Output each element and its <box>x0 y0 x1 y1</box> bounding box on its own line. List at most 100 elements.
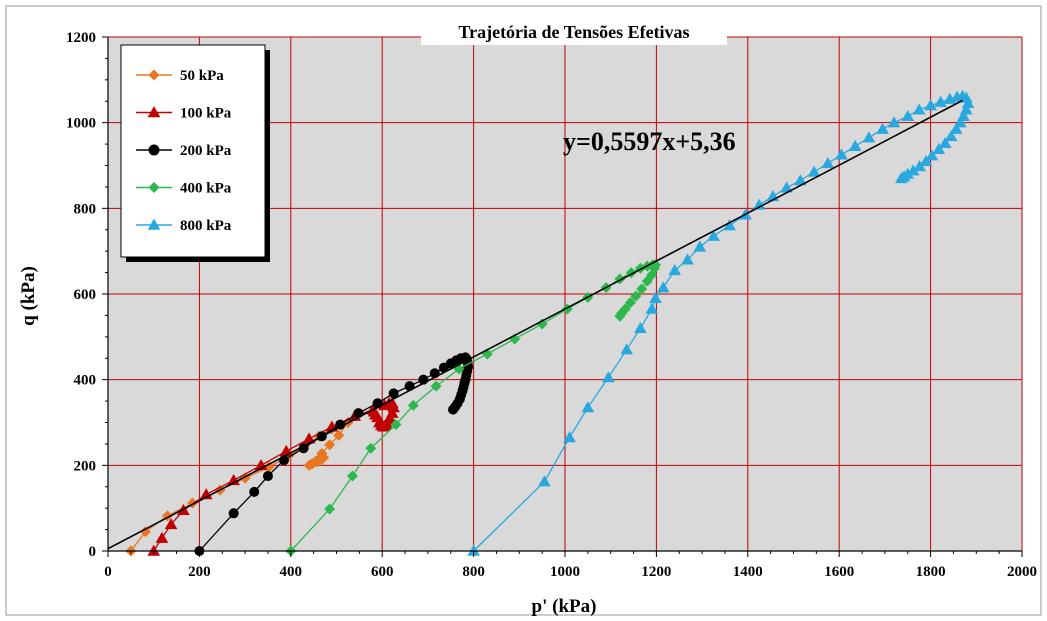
data-point <box>448 404 459 415</box>
data-point <box>693 240 707 252</box>
legend-label: 800 kPa <box>180 218 232 234</box>
data-point <box>925 149 939 161</box>
data-point <box>636 283 648 295</box>
chart-title-background <box>421 19 727 45</box>
data-point <box>148 69 160 81</box>
data-point <box>164 518 178 530</box>
data-point <box>807 165 821 177</box>
data-point <box>862 131 876 143</box>
fit-line <box>107 99 963 550</box>
data-point <box>624 297 636 309</box>
x-tick-label: 600 <box>371 564 394 580</box>
legend-box <box>120 44 266 258</box>
data-point <box>707 229 720 241</box>
series-400-kpa <box>285 259 661 557</box>
legend-label: 200 kPa <box>180 143 232 159</box>
legend: 50 kPa 100 kPa 200 kPa 400 kPa 800 kPa <box>120 44 270 262</box>
data-point <box>645 302 659 314</box>
x-tick-label: 1000 <box>550 564 580 580</box>
data-point <box>649 291 662 304</box>
data-point <box>961 97 975 109</box>
y-tick-label: 800 <box>74 201 97 217</box>
data-point <box>147 218 161 230</box>
y-tick-label: 1200 <box>66 30 96 46</box>
y-tick-label: 600 <box>74 287 97 303</box>
y-tick-label: 1000 <box>66 116 96 132</box>
data-point <box>848 139 862 151</box>
data-point <box>887 116 901 128</box>
data-point <box>315 452 327 464</box>
x-tick-label: 1200 <box>641 564 671 580</box>
data-point <box>249 486 260 497</box>
data-point <box>634 321 647 334</box>
data-point <box>630 290 642 302</box>
x-tick-label: 400 <box>280 564 303 580</box>
data-point <box>641 275 653 287</box>
data-point <box>934 95 947 107</box>
data-point <box>614 310 626 322</box>
data-point <box>335 419 346 430</box>
data-point <box>901 109 915 121</box>
data-point <box>913 160 926 172</box>
x-tick-label: 1800 <box>916 564 946 580</box>
data-point <box>536 318 548 330</box>
data-point <box>723 219 736 231</box>
data-point <box>147 106 161 118</box>
legend-item: 200 kPa <box>136 143 232 159</box>
data-point <box>656 281 670 293</box>
y-tick-label: 0 <box>89 544 97 560</box>
data-point <box>324 503 336 515</box>
legend-item: 50 kPa <box>136 68 224 84</box>
data-point <box>912 103 926 115</box>
data-point <box>333 429 345 441</box>
data-point <box>388 388 399 399</box>
data-point <box>298 443 309 454</box>
data-point <box>387 401 400 413</box>
y-axis-title: q (kPa) <box>18 266 39 326</box>
data-point <box>227 474 240 486</box>
chart-title: Trajetória de Tensões Efetivas <box>458 22 689 42</box>
data-point <box>681 253 694 265</box>
data-point <box>602 371 615 383</box>
x-tick-label: 1600 <box>824 564 854 580</box>
x-tick-label: 2000 <box>1007 564 1037 580</box>
data-point <box>924 99 937 111</box>
data-point <box>752 198 766 210</box>
data-point <box>148 182 160 193</box>
data-point <box>835 148 848 160</box>
data-point <box>821 157 835 169</box>
data-point <box>794 174 807 186</box>
legend-item: 100 kPa <box>136 106 232 122</box>
data-point <box>407 399 419 411</box>
legend-item: 400 kPa <box>136 181 232 197</box>
data-point <box>390 419 402 431</box>
data-point <box>581 401 595 413</box>
data-point <box>949 122 963 134</box>
legend-label: 400 kPa <box>180 181 232 197</box>
legend-item: 800 kPa <box>136 218 232 234</box>
data-point <box>895 172 908 184</box>
data-point <box>876 122 889 134</box>
fit-equation-label: y=0,5597x+5,36 <box>563 127 736 156</box>
data-point <box>147 544 161 556</box>
data-point <box>228 508 239 519</box>
series-800-kpa <box>467 89 975 556</box>
data-point <box>563 431 576 443</box>
data-point <box>668 264 682 276</box>
x-tick-label: 1400 <box>733 564 763 580</box>
data-point <box>155 531 169 543</box>
axes: 0 200 400 600 800 1000 1200 1400 1600 1800 2000 0 20… <box>66 30 1037 580</box>
data-point <box>346 470 358 482</box>
data-point <box>538 475 551 487</box>
x-tick-label: 0 <box>104 564 112 580</box>
data-point <box>932 142 946 154</box>
y-tick-label: 200 <box>74 458 97 474</box>
data-point <box>938 136 952 148</box>
data-point <box>199 488 213 500</box>
data-point <box>139 526 151 538</box>
data-point <box>919 154 933 166</box>
data-point <box>367 405 381 417</box>
data-point <box>365 442 377 454</box>
